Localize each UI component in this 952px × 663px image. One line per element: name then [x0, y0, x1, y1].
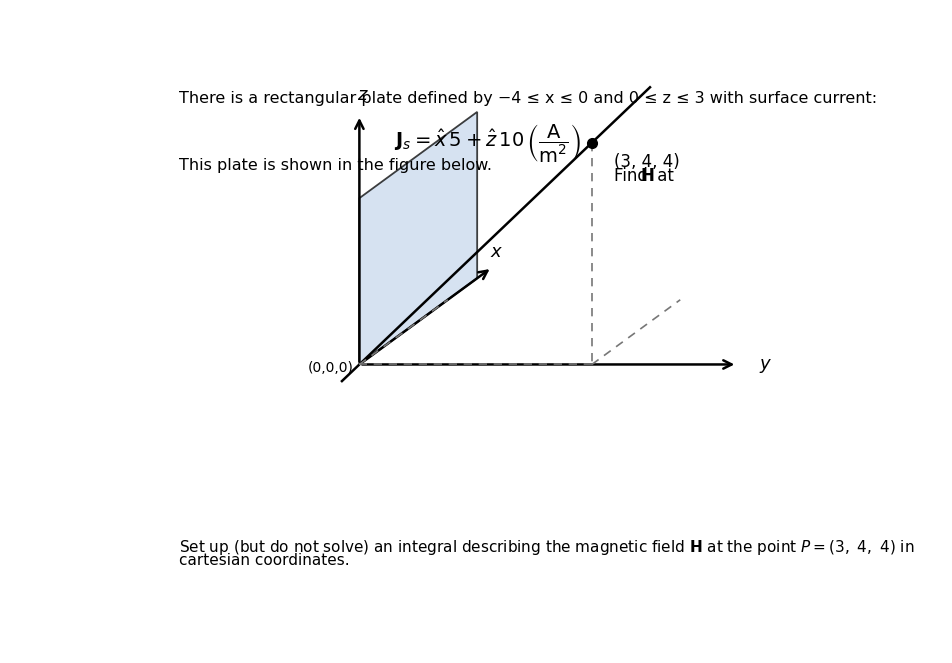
Text: There is a rectangular plate defined by −4 ≤ x ≤ 0 and 0 ≤ z ≤ 3 with surface cu: There is a rectangular plate defined by … [179, 91, 876, 106]
Text: (3, 4, 4): (3, 4, 4) [613, 153, 679, 172]
Text: $\mathbf{J}_s = \hat{x}\,5 + \hat{z}\,10\,\left(\dfrac{\mathrm{A}}{\mathrm{m}^2}: $\mathbf{J}_s = \hat{x}\,5 + \hat{z}\,10… [394, 122, 581, 164]
Text: Find: Find [613, 167, 652, 186]
Text: This plate is shown in the figure below.: This plate is shown in the figure below. [179, 158, 491, 173]
Text: at: at [651, 167, 673, 186]
Text: y: y [759, 355, 769, 373]
Text: x: x [490, 243, 501, 261]
Text: z: z [357, 86, 367, 104]
Text: cartesian coordinates.: cartesian coordinates. [179, 553, 349, 568]
Polygon shape [359, 112, 477, 365]
Text: H: H [640, 167, 654, 186]
Text: (0,0,0): (0,0,0) [307, 361, 353, 375]
Text: Set up (but do not solve) an integral describing the magnetic field $\mathbf{H}$: Set up (but do not solve) an integral de… [179, 538, 913, 558]
